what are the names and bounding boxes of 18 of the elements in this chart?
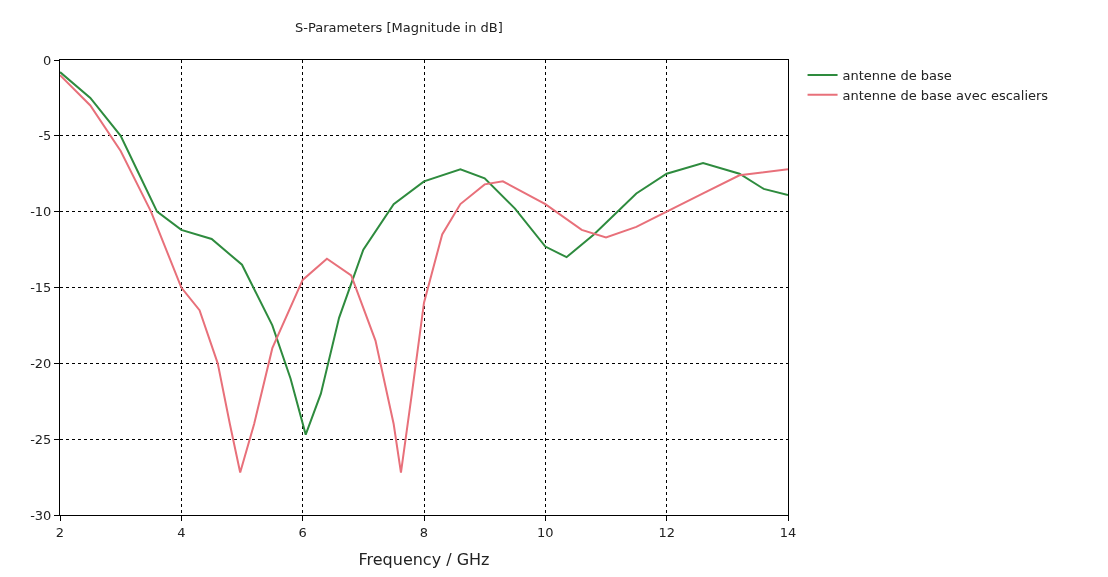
chart-title: S-Parameters [Magnitude in dB] [294,20,503,36]
y-tick-label: -5 [38,128,52,144]
x-tick-label: 6 [298,524,307,540]
x-tick-label: 2 [55,524,65,540]
y-tick-label: -10 [30,204,52,220]
y-tick-label: -30 [30,507,52,523]
y-tick-label: -25 [30,431,52,447]
x-tick-label: 14 [779,524,797,540]
y-tick-label: -15 [30,280,52,296]
y-tick-label: -20 [30,355,52,371]
x-tick-label: 8 [419,524,429,540]
x-tick-label: 12 [658,524,675,540]
legend-label: antenne de base avec escaliers [842,87,1049,103]
y-tick-label: 0 [43,52,52,68]
x-tick-label: 4 [177,524,186,540]
x-tick-label: 10 [537,524,554,540]
x-axis-title: Frequency / GHz [358,550,490,570]
legend-label: antenne de base [842,68,952,84]
